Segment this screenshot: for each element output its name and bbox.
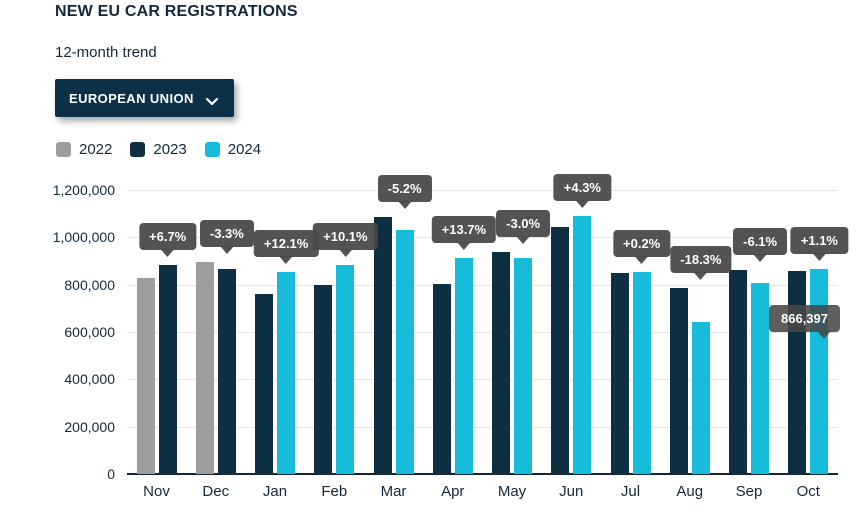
x-axis-line: [127, 473, 838, 475]
legend-label: 2024: [227, 141, 262, 158]
bar-apr-2024[interactable]: [454, 257, 473, 474]
bar-sep-2024[interactable]: [751, 282, 770, 474]
legend-swatch-2024: [204, 142, 220, 157]
bar-group-apr: [423, 190, 482, 474]
x-axis-label-dec: Dec: [202, 483, 230, 500]
bar-mar-2024[interactable]: [395, 229, 414, 474]
pct-change-tooltip-apr: +13.7%: [431, 215, 497, 243]
gridline: [127, 190, 838, 191]
gridline: [127, 379, 838, 381]
pct-change-tooltip-nov: +6.7%: [139, 222, 197, 250]
y-axis-tick-label: 1,200,000: [52, 182, 115, 198]
bar-group-mar: [364, 190, 423, 474]
x-axis-label-feb: Feb: [321, 483, 348, 500]
bar-jun-2024[interactable]: [573, 216, 592, 474]
x-axis-label-may: May: [497, 483, 527, 500]
legend-item-2023[interactable]: 2023: [130, 141, 187, 158]
bar-may-2023[interactable]: [492, 252, 511, 474]
bar-group-feb: [305, 190, 364, 474]
x-axis-label-oct: Oct: [796, 483, 820, 500]
pct-change-tooltip-jul: +0.2%: [613, 230, 671, 258]
gridline: [127, 284, 838, 286]
value-label-oct-2024: 866,397: [769, 304, 840, 339]
bar-jun-2023[interactable]: [551, 226, 570, 474]
x-axis-label-nov: Nov: [143, 483, 170, 500]
x-axis-label-apr: Apr: [441, 483, 465, 500]
legend-label: 2023: [153, 141, 187, 158]
pct-change-tooltip-jun: +4.3%: [553, 174, 611, 202]
gridline: [127, 426, 838, 428]
bar-group-jun: [542, 190, 601, 474]
x-axis-label-mar: Mar: [380, 483, 407, 500]
y-axis-tick-label: 1,000,000: [52, 229, 115, 246]
pct-change-tooltip-mar: -5.2%: [377, 174, 432, 202]
bar-nov-2022[interactable]: [136, 277, 155, 474]
gridline: [127, 332, 838, 333]
legend-swatch-2023: [130, 142, 146, 157]
pct-change-tooltip-may: -3.0%: [496, 210, 551, 238]
bar-jan-2024[interactable]: [277, 272, 296, 474]
bar-group-may: [483, 190, 542, 474]
bar-group-sep: [720, 190, 779, 474]
legend-label: 2022: [79, 141, 113, 158]
x-axis-label-sep: Sep: [735, 483, 763, 500]
bar-dec-2022[interactable]: [195, 262, 214, 474]
y-axis-tick-label: 400,000: [64, 371, 115, 388]
x-axis-label-jun: Jun: [559, 483, 584, 500]
bar-feb-2023[interactable]: [314, 284, 333, 474]
bar-mar-2023[interactable]: [373, 216, 392, 474]
bar-oct-2023[interactable]: [788, 271, 807, 474]
bar-oct-2024[interactable]: [810, 268, 829, 474]
bar-feb-2024[interactable]: [336, 264, 355, 474]
legend-swatch-2022: [56, 142, 71, 157]
bar-group-nov: [127, 190, 186, 474]
chart-subtitle: 12-month trend: [55, 44, 157, 61]
legend-item-2024[interactable]: 2024: [204, 141, 262, 158]
bar-group-dec: [186, 190, 245, 474]
chart-legend: 2022 2023 2024: [56, 141, 261, 158]
pct-change-tooltip-sep: -6.1%: [733, 228, 788, 256]
y-axis-tick-label: 800,000: [64, 276, 115, 293]
bar-aug-2023[interactable]: [669, 287, 688, 474]
bar-group-jan: [246, 190, 305, 474]
pct-change-tooltip-jan: +12.1%: [253, 230, 319, 258]
region-dropdown[interactable]: EUROPEAN UNION: [55, 79, 234, 117]
y-axis-tick-label: 0: [107, 466, 115, 482]
bar-apr-2023[interactable]: [432, 283, 451, 474]
bar-group-aug: [660, 190, 719, 474]
bar-sep-2023[interactable]: [729, 270, 748, 474]
y-axis-tick-label: 600,000: [64, 324, 115, 340]
bar-aug-2024[interactable]: [691, 321, 710, 474]
bar-jul-2023[interactable]: [610, 272, 629, 474]
x-axis-label-aug: Aug: [676, 483, 704, 500]
bar-dec-2023[interactable]: [217, 268, 236, 474]
pct-change-tooltip-oct: +1.1%: [790, 226, 848, 254]
chevron-down-icon: [205, 94, 218, 106]
bar-may-2024[interactable]: [514, 258, 533, 474]
pct-change-tooltip-dec: -3.3%: [199, 220, 254, 248]
legend-item-2022[interactable]: 2022: [56, 141, 112, 158]
region-dropdown-label: EUROPEAN UNION: [69, 90, 194, 106]
x-axis-label-jan: Jan: [262, 483, 288, 500]
bar-jul-2024[interactable]: [632, 272, 651, 474]
plot-area: +6.7% -3.3% +12.1% +10.1% -5.2% +13.7% -3.0% +4…: [127, 174, 848, 475]
bar-group-jul: [601, 190, 660, 474]
pct-change-tooltip-aug: -18.3%: [670, 245, 732, 273]
bar-nov-2023[interactable]: [158, 264, 177, 474]
x-axis-label-jul: Jul: [620, 483, 641, 500]
bar-jan-2023[interactable]: [255, 294, 274, 474]
y-axis-tick-label: 200,000: [64, 418, 115, 435]
page-title: NEW EU CAR REGISTRATIONS: [55, 3, 298, 20]
pct-change-tooltip-feb: +10.1%: [313, 222, 378, 250]
